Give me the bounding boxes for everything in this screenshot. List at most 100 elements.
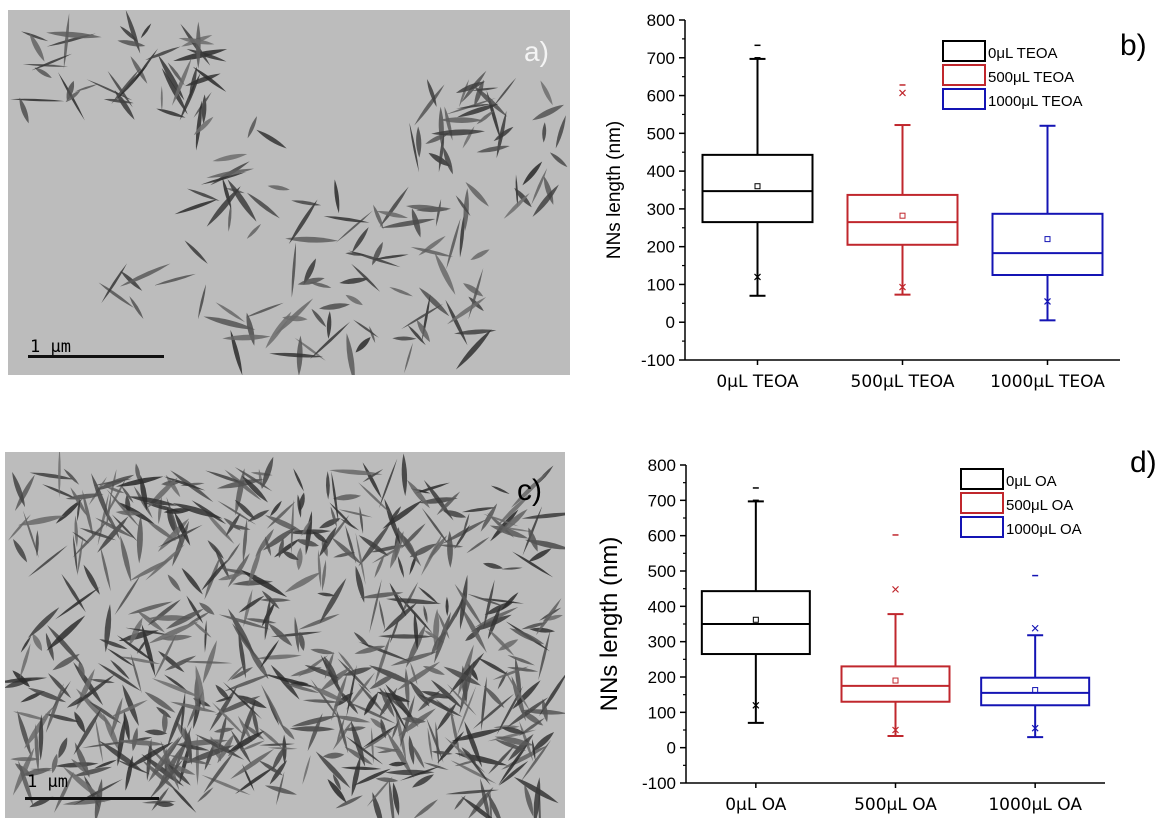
nanoneedle bbox=[267, 185, 290, 191]
nanoneedle bbox=[285, 236, 339, 243]
nanoneedle bbox=[363, 692, 379, 716]
nanoneedle bbox=[379, 186, 409, 228]
nanoneedle bbox=[58, 452, 61, 498]
nanoneedle bbox=[408, 735, 415, 765]
nanoneedle bbox=[379, 687, 395, 718]
nanoneedle bbox=[390, 651, 439, 666]
nanoneedle bbox=[498, 761, 529, 786]
nanoneedle bbox=[445, 789, 499, 795]
nanoneedle bbox=[118, 630, 159, 641]
nanoneedle bbox=[310, 648, 335, 655]
nanoneedle bbox=[482, 562, 504, 569]
nanoneedle bbox=[437, 612, 450, 640]
nanoneedle bbox=[505, 671, 532, 713]
nanoneedle bbox=[289, 726, 335, 732]
nanoneedle bbox=[180, 661, 233, 664]
nanoneedle bbox=[215, 684, 231, 702]
nanoneedle bbox=[106, 511, 121, 541]
nanoneedle bbox=[29, 472, 75, 480]
nanoneedle bbox=[371, 727, 374, 764]
nanoneedle bbox=[327, 779, 347, 803]
nanoneedle bbox=[494, 739, 527, 751]
panel-label-a: a) bbox=[524, 36, 549, 67]
nanoneedle bbox=[197, 787, 214, 803]
nanoneedle bbox=[477, 657, 510, 676]
nanoneedle bbox=[114, 574, 141, 616]
nanoneedle bbox=[167, 62, 185, 86]
nanoneedle bbox=[160, 634, 193, 641]
nanoneedle bbox=[115, 510, 142, 516]
nanoneedle bbox=[291, 242, 296, 298]
nanoneedle bbox=[374, 634, 391, 685]
nanoneedle bbox=[8, 514, 31, 541]
nanoneedle bbox=[323, 216, 370, 223]
nanoneedle bbox=[117, 40, 146, 47]
nanoneedle bbox=[167, 507, 176, 535]
nanoneedle bbox=[381, 218, 436, 228]
nanoneedle bbox=[55, 499, 83, 524]
nanoneedle bbox=[532, 104, 565, 121]
box-iqr bbox=[980, 676, 1091, 707]
nanoneedle bbox=[103, 98, 134, 104]
nanoneedle bbox=[19, 97, 29, 124]
nanoneedle bbox=[268, 623, 293, 647]
nanoneedle bbox=[247, 544, 263, 587]
nanoneedle bbox=[439, 117, 483, 124]
nanoneedle bbox=[227, 179, 257, 222]
nanoneedle bbox=[223, 673, 272, 692]
nanoneedle bbox=[531, 738, 536, 761]
nanoneedle bbox=[493, 77, 517, 107]
nanoneedle bbox=[351, 227, 369, 253]
legend-swatch bbox=[960, 492, 1004, 514]
nanoneedle bbox=[63, 468, 80, 485]
box-mean-marker bbox=[1044, 236, 1051, 243]
nanoneedle bbox=[487, 605, 501, 640]
nanoneedle bbox=[239, 740, 266, 752]
nanoneedle bbox=[201, 559, 228, 591]
nanoneedle bbox=[127, 601, 173, 615]
nanoneedle bbox=[366, 776, 393, 807]
nanoneedle bbox=[446, 683, 477, 716]
nanoneedle bbox=[266, 501, 296, 529]
nanoneedle bbox=[353, 768, 391, 786]
nanoneedle bbox=[532, 184, 559, 217]
nanoneedle bbox=[407, 324, 426, 346]
nanoneedle bbox=[388, 778, 395, 818]
nanoneedle bbox=[369, 325, 376, 344]
nanoneedle bbox=[38, 714, 44, 761]
nanoneedle bbox=[512, 680, 541, 710]
nanoneedle bbox=[227, 664, 245, 682]
nanoneedle bbox=[335, 210, 373, 243]
nanoneedle bbox=[227, 730, 265, 753]
nanoneedle bbox=[464, 721, 483, 768]
nanoneedle bbox=[528, 548, 552, 562]
nanoneedle bbox=[507, 734, 534, 761]
nanoneedle bbox=[191, 500, 227, 525]
nanoneedle bbox=[237, 715, 253, 743]
nanoneedle bbox=[265, 311, 292, 349]
nanoneedle bbox=[218, 614, 271, 630]
nanoneedle bbox=[351, 263, 381, 292]
y-tick-label: 600 bbox=[647, 87, 675, 106]
y-tick-label: 700 bbox=[647, 49, 675, 68]
nanoneedle bbox=[345, 294, 363, 306]
nanoneedle bbox=[146, 738, 152, 781]
nanoneedle bbox=[522, 506, 543, 556]
nanoneedle bbox=[119, 656, 161, 665]
nanoneedle bbox=[393, 524, 422, 567]
y-tick-label: 300 bbox=[648, 633, 676, 652]
panel-label: d) bbox=[1130, 446, 1157, 479]
nanoneedle bbox=[241, 475, 268, 503]
outlier-x-marker bbox=[754, 273, 761, 281]
nanoneedle bbox=[111, 68, 141, 105]
nanoneedle bbox=[323, 656, 339, 684]
y-tick-label: 400 bbox=[647, 162, 675, 181]
nanoneedle bbox=[298, 631, 305, 651]
nanoneedle bbox=[302, 699, 340, 703]
box-iqr bbox=[846, 193, 959, 246]
nanoneedle bbox=[224, 542, 241, 565]
box-plot-b-svg: -100 0 100 200 300 400 500 600 700 800 NNs length … bbox=[604, 11, 1147, 392]
nanoneedle bbox=[184, 240, 208, 264]
nanoneedle bbox=[217, 479, 264, 489]
box-iqr bbox=[700, 590, 811, 656]
